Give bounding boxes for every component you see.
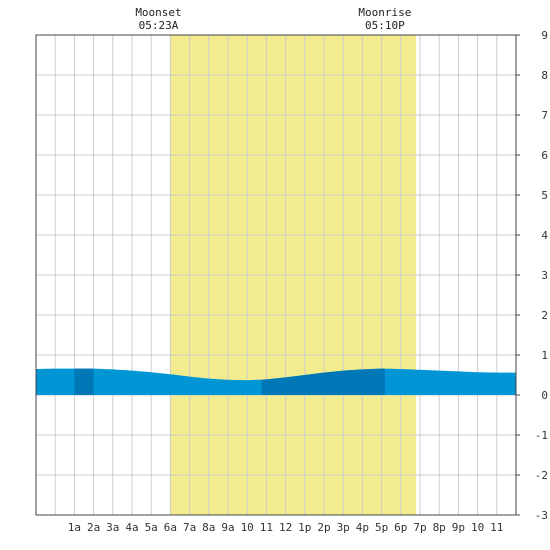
- x-tick-label: 3p: [337, 521, 350, 534]
- x-tick-label: 5a: [145, 521, 158, 534]
- y-tick-label: -2: [535, 469, 548, 482]
- y-tick-label: -3: [535, 509, 548, 522]
- moonrise-time: 05:10P: [365, 19, 405, 32]
- y-tick-label: 3: [541, 269, 548, 282]
- x-tick-labels: 1a 2a 3a 4a 5a 6a 7a 8a 9a 10 11 12 1p 2p 3p 4p 5p 6p 7p 8p…: [68, 521, 504, 534]
- x-tick-label: 8a: [202, 521, 215, 534]
- x-tick-label: 10: [471, 521, 484, 534]
- x-tick-label: 4p: [356, 521, 369, 534]
- x-tick-label: 2a: [87, 521, 100, 534]
- y-tick-label: 0: [541, 389, 548, 402]
- x-tick-label: 1a: [68, 521, 81, 534]
- moonset-label: Moonset: [135, 6, 181, 19]
- y-tick-label: 8: [541, 69, 548, 82]
- y-tick-label: 1: [541, 349, 548, 362]
- y-tick-label: 9: [541, 29, 548, 42]
- x-tick-label: 9p: [452, 521, 465, 534]
- y-tick-label: 7: [541, 109, 548, 122]
- x-tick-label: 7p: [413, 521, 426, 534]
- x-tick-label: 6a: [164, 521, 177, 534]
- x-tick-label: 5p: [375, 521, 388, 534]
- x-tick-label: 1p: [298, 521, 311, 534]
- x-tick-label: 10: [241, 521, 254, 534]
- x-tick-label: 11: [260, 521, 273, 534]
- y-tick-label: -1: [535, 429, 548, 442]
- x-tick-label: 9a: [221, 521, 234, 534]
- y-tick-label: 6: [541, 149, 548, 162]
- x-tick-label: 7a: [183, 521, 196, 534]
- x-tick-label: 4a: [125, 521, 138, 534]
- moonrise-label: Moonrise: [358, 6, 411, 19]
- y-tick-label: 2: [541, 309, 548, 322]
- y-tick-label: 4: [541, 229, 548, 242]
- tide-area-dark-band: [74, 368, 94, 395]
- tide-layer: [36, 368, 516, 395]
- x-tick-label: 12: [279, 521, 292, 534]
- x-tick-label: 2p: [317, 521, 330, 534]
- x-tick-label: 3a: [106, 521, 119, 534]
- y-tick-label: 5: [541, 189, 548, 202]
- tide-area-dark-band: [261, 368, 385, 395]
- moonset-time: 05:23A: [139, 19, 179, 32]
- frame-layer: [35, 34, 520, 516]
- y-tick-labels: 9 8 7 6 5 4 3 2 1 0 -1 -2 -3: [535, 29, 549, 522]
- x-tick-label: 6p: [394, 521, 407, 534]
- x-tick-label: 8p: [433, 521, 446, 534]
- x-tick-label: 11: [490, 521, 503, 534]
- moon-annotations: Moonset 05:23A Moonrise 05:10P: [135, 6, 411, 32]
